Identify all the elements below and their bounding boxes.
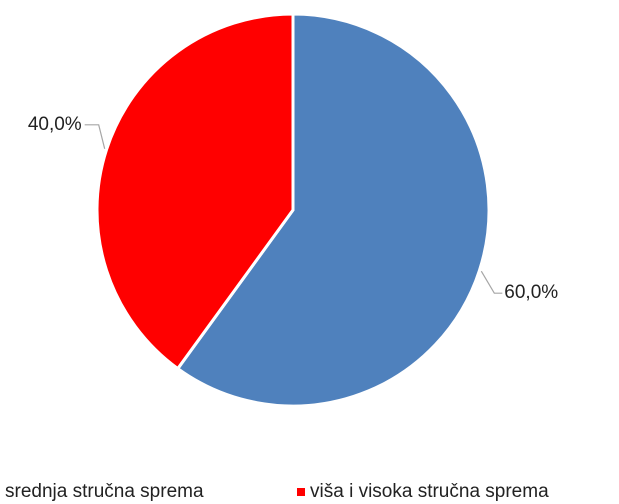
leader-line bbox=[480, 270, 503, 294]
legend-marker bbox=[297, 488, 305, 496]
legend-label: srednja stručna sprema bbox=[5, 481, 204, 502]
data-label: 40,0% bbox=[28, 114, 82, 135]
leader-line bbox=[84, 124, 106, 149]
pie-slice bbox=[95, 12, 295, 371]
legend-label: viša i visoka stručna sprema bbox=[310, 481, 549, 502]
data-label: 60,0% bbox=[504, 282, 558, 303]
pie-slice bbox=[176, 12, 491, 408]
